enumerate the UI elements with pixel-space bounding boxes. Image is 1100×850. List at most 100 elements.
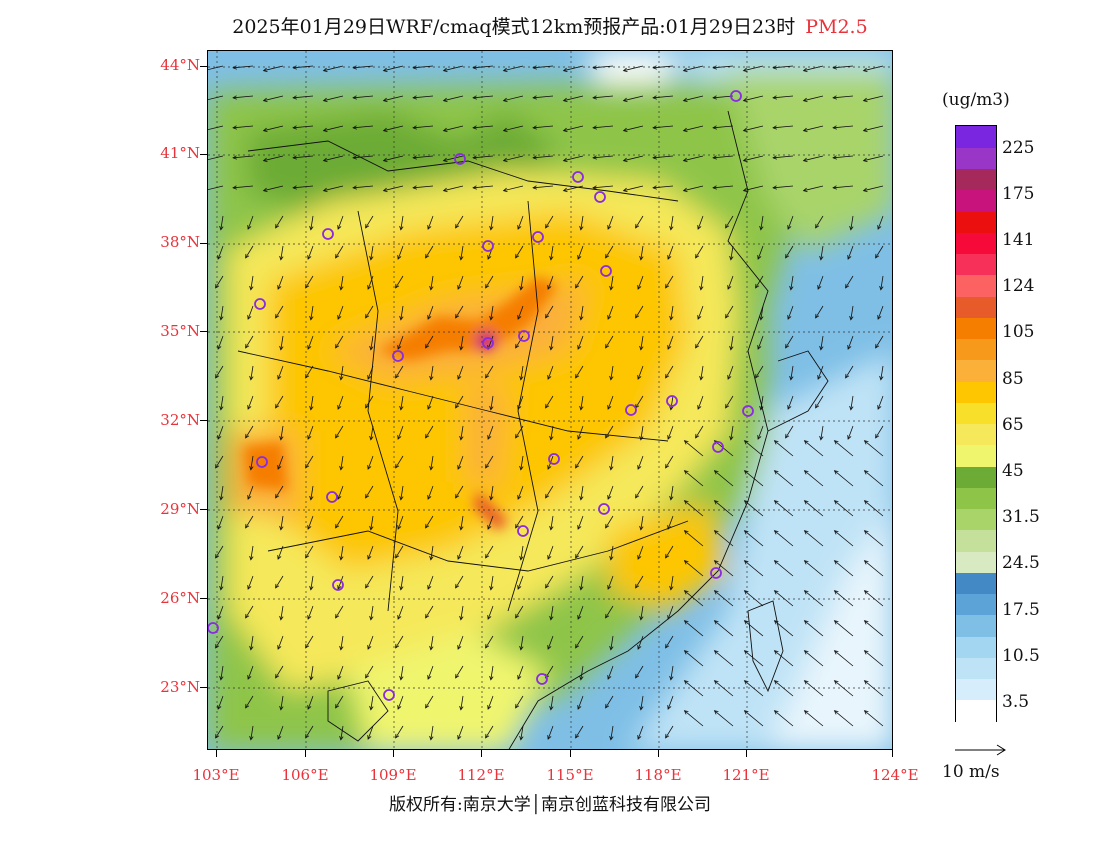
wind-arrow-head <box>442 187 448 193</box>
wind-arrow <box>790 365 794 380</box>
wind-arrow <box>427 485 434 500</box>
wind-arrow-head <box>352 155 357 160</box>
wind-arrow-head <box>667 255 672 260</box>
wind-arrow <box>335 605 344 619</box>
wind-arrow-head <box>607 225 612 230</box>
wind-arrow <box>427 665 434 680</box>
city-markers <box>208 90 754 701</box>
wind-arrow-head <box>532 95 537 100</box>
wind-arrow-head <box>862 157 868 163</box>
wind-arrow <box>774 530 794 547</box>
wind-vectors <box>208 65 884 741</box>
wind-arrow-head <box>802 187 808 193</box>
wind-arrow <box>864 560 884 577</box>
wind-arrow <box>635 305 644 319</box>
wind-arrow-head <box>339 555 344 561</box>
wind-arrow-head <box>863 440 869 445</box>
wind-arrow <box>695 425 704 439</box>
wind-arrow-head <box>605 613 610 619</box>
wind-arrow-head <box>519 375 524 381</box>
wind-arrow <box>785 335 794 349</box>
wind-arrow <box>455 575 464 589</box>
wind-arrow <box>725 395 734 409</box>
wind-arrow-head <box>489 585 494 591</box>
wind-arrow <box>563 95 584 102</box>
wind-arrow-head <box>309 675 314 681</box>
wind-arrow <box>665 545 674 559</box>
wind-arrow-head <box>292 95 297 100</box>
wind-arrow <box>443 125 464 132</box>
wind-arrow-head <box>833 500 839 505</box>
wind-arrow <box>605 605 614 619</box>
wind-arrow-head <box>713 650 719 655</box>
wind-arrow <box>637 725 644 740</box>
wind-arrow <box>413 95 434 99</box>
wind-arrow <box>340 455 344 470</box>
wind-arrow-head <box>262 157 268 163</box>
wind-arrow <box>365 665 374 679</box>
wind-arrow <box>520 545 524 560</box>
wind-arrow <box>460 335 464 350</box>
wind-arrow-head <box>742 157 748 163</box>
wind-arrow <box>247 215 254 230</box>
wind-arrow <box>605 515 614 529</box>
wind-arrow-head <box>277 285 282 290</box>
wind-arrow <box>744 440 764 457</box>
wind-arrow-head <box>669 675 674 681</box>
wind-arrow-head <box>712 125 717 130</box>
wind-arrow-head <box>245 253 250 259</box>
lat-label-41: 41°N <box>160 144 200 162</box>
wind-arrow <box>637 275 644 290</box>
city-marker <box>332 579 344 591</box>
legend-swatch <box>956 381 996 403</box>
wind-arrow-head <box>459 525 464 531</box>
wind-arrow <box>208 65 224 71</box>
wind-arrow <box>863 155 884 162</box>
wind-arrow <box>803 65 824 72</box>
wind-arrow <box>804 710 824 727</box>
wind-arrow <box>605 335 614 349</box>
wind-arrow <box>787 215 794 230</box>
wind-arrow-head <box>637 465 642 470</box>
wind-arrow-head <box>803 530 809 535</box>
wind-arrow-head <box>369 705 374 711</box>
wind-arrow <box>367 635 374 650</box>
wind-arrow-head <box>877 405 882 410</box>
wind-arrow <box>430 635 434 650</box>
wind-arrow <box>323 185 344 192</box>
wind-arrow <box>337 305 344 320</box>
wind-arrow-head <box>337 675 342 680</box>
wind-arrow <box>744 560 764 577</box>
wind-arrow <box>670 395 674 410</box>
wind-arrow-head <box>773 590 779 595</box>
wind-arrow <box>430 365 434 380</box>
wind-arrow-head <box>395 553 400 559</box>
wind-arrow <box>773 65 794 69</box>
wind-arrow <box>443 95 464 102</box>
wind-arrow <box>277 455 284 470</box>
wind-arrow-head <box>773 620 779 625</box>
wind-arrow-head <box>609 465 614 471</box>
wind-arrow <box>413 155 434 159</box>
wind-arrow-head <box>517 315 522 320</box>
wind-arrow-head <box>232 65 237 70</box>
wind-arrow <box>280 695 284 710</box>
wind-arrow-head <box>517 675 522 680</box>
wind-arrow <box>457 725 464 740</box>
wind-arrow <box>834 590 854 607</box>
wind-arrow-head <box>502 97 508 103</box>
wind-arrow-head <box>562 157 568 163</box>
wind-arrow-head <box>427 315 432 320</box>
wind-arrow-head <box>519 735 524 741</box>
wind-arrow-head <box>545 313 550 319</box>
legend-swatch <box>956 529 996 552</box>
wind-arrow <box>383 155 404 162</box>
forecast-map[interactable] <box>207 50 893 750</box>
wind-arrow <box>460 425 464 440</box>
wind-arrow <box>353 65 374 69</box>
wind-arrow <box>520 365 524 380</box>
wind-arrow-head <box>665 553 670 559</box>
wind-arrow-head <box>743 560 749 565</box>
wind-arrow-head <box>339 735 344 741</box>
wind-arrow-head <box>217 705 222 710</box>
